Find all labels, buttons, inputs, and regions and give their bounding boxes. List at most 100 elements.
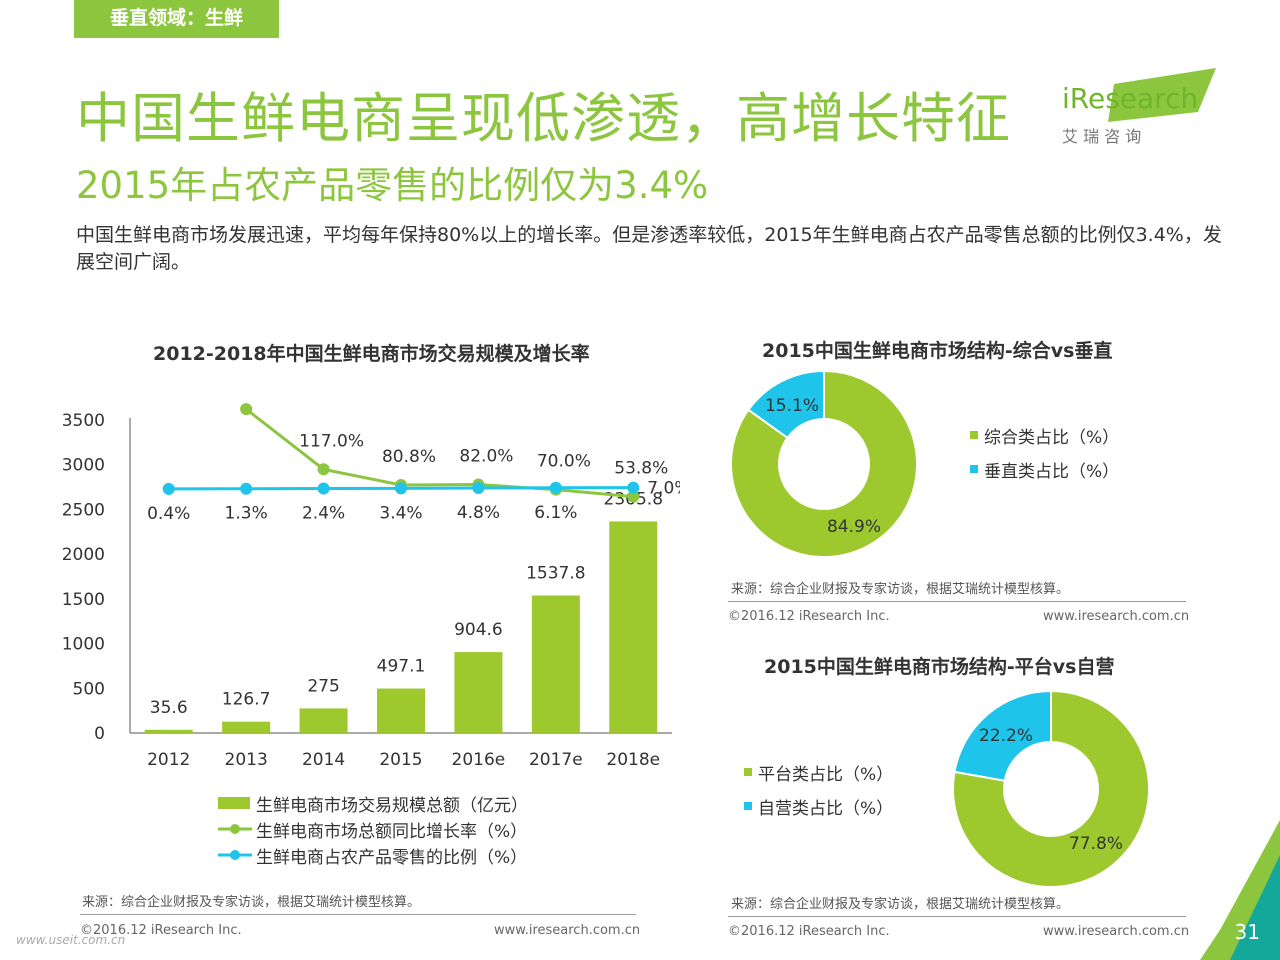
bar-chart-legend: 生鲜电商市场交易规模总额（亿元） 生鲜电商市场总额同比增长率（%） 生鲜电商占农… [218, 790, 528, 868]
share-label: 0.4% [147, 504, 190, 524]
share-label: 7.0% [647, 479, 680, 499]
right-bottom-url: www.iresearch.com.cn [1043, 924, 1190, 939]
bar-value-label: 1537.8 [526, 563, 585, 583]
legend-label-share: 生鲜电商占农产品零售的比例（%） [256, 847, 528, 868]
right-bottom-source-note: 来源：综合企业财报及专家访谈，根据艾瑞统计模型核算。 [731, 897, 1070, 912]
donut-slice-label: 15.1% [765, 396, 819, 416]
y-tick-label: 2000 [62, 545, 105, 565]
bar [377, 688, 425, 733]
share-point [395, 482, 407, 495]
iresearch-logo: iResearch 艾 瑞 咨 询 [1062, 68, 1216, 146]
growth-rate-label: 82.0% [459, 446, 513, 466]
intro-paragraph: 中国生鲜电商市场发展迅速，平均每年保持80%以上的增长率。但是渗透率较低，201… [76, 224, 1222, 273]
bar [299, 708, 348, 733]
donut-slice [952, 689, 1150, 888]
page-subtitle: 2015年占农产品零售的比例仅为3.4% [76, 164, 709, 207]
share-label: 1.3% [225, 504, 268, 524]
bar [609, 521, 658, 733]
x-tick-label: 2014 [302, 750, 345, 770]
growth-rate-point [240, 403, 253, 416]
donut-chart-platform-vs-self: 77.8% 22.2% [952, 689, 1150, 888]
donut-slice-label: 77.8% [1069, 834, 1123, 854]
swatch-green [970, 431, 978, 439]
donut2-legend-self: 自营类占比（%） [744, 793, 893, 819]
donut2-title: 2015中国生鲜电商市场结构-平台vs自营 [764, 656, 1115, 678]
page-title: 中国生鲜电商呈现低渗透，高增长特征 [76, 87, 1011, 150]
section-tag: 垂直领域：生鲜 [74, 0, 279, 38]
x-tick-label: 2012 [147, 750, 190, 770]
bar-value-label: 275 [307, 676, 339, 696]
bar [454, 652, 503, 733]
x-tick-label: 2018e [606, 750, 660, 770]
left-footer-copyright: ©2016.12 iResearch Inc. [80, 923, 242, 938]
bar [531, 595, 580, 733]
legend-item-share: 生鲜电商占农产品零售的比例（%） [218, 842, 528, 868]
donut-slice [747, 369, 825, 440]
y-tick-label: 500 [73, 679, 105, 699]
bar-value-label: 497.1 [377, 657, 426, 677]
donut-chart-integrated-vs-vertical: 84.9% 15.1% [730, 369, 918, 558]
donut1-legend: 综合类占比（%） 垂直类占比（%） [970, 422, 1119, 482]
right-top-url: www.iresearch.com.cn [1043, 609, 1190, 624]
right-bottom-copyright: ©2016.12 iResearch Inc. [728, 924, 890, 939]
growth-rate-line [245, 407, 634, 499]
donut1-title: 2015中国生鲜电商市场结构-综合vs垂直 [762, 340, 1113, 362]
growth-rate-label: 70.0% [537, 452, 591, 472]
share-label: 6.1% [534, 503, 577, 523]
donut1-legend-label-1: 垂直类占比（%） [984, 461, 1120, 482]
bar-value-label: 904.6 [454, 620, 503, 640]
bar-value-label: 126.7 [222, 690, 271, 710]
x-tick-label: 2017e [529, 750, 583, 770]
y-tick-label: 1500 [62, 590, 105, 610]
donut1-legend-vertical: 垂直类占比（%） [970, 456, 1119, 482]
bar-chart-title: 2012-2018年中国生鲜电商市场交易规模及增长率 [153, 343, 590, 365]
legend-line-swatch-green [218, 824, 252, 834]
share-point [627, 481, 640, 494]
page-number: 31 [1234, 920, 1260, 944]
donut2-legend-label-1: 自营类占比（%） [758, 798, 894, 819]
legend-item-volume: 生鲜电商市场交易规模总额（亿元） [218, 790, 528, 816]
donut-slice-label: 84.9% [827, 517, 881, 537]
share-label: 2.4% [302, 504, 345, 524]
growth-rate-point [627, 490, 640, 503]
donut2-legend-platform: 平台类占比（%） [744, 759, 893, 785]
left-source-note: 来源：综合企业财报及专家访谈，根据艾瑞统计模型核算。 [82, 895, 421, 910]
legend-item-growth: 生鲜电商市场总额同比增长率（%） [218, 816, 528, 842]
y-tick-label: 3500 [62, 411, 105, 431]
x-tick-label: 2016e [452, 750, 506, 770]
corner-decoration [1200, 820, 1280, 960]
y-tick-label: 1000 [62, 635, 105, 655]
right-top-rule [728, 601, 1186, 602]
growth-rate-label: 53.8% [614, 459, 668, 479]
right-top-source-note: 来源：综合企业财报及专家访谈，根据艾瑞统计模型核算。 [731, 582, 1070, 597]
right-bottom-rule [728, 916, 1186, 917]
growth-rate-label: 80.8% [382, 447, 436, 467]
donut-slice [730, 369, 918, 558]
logo-cn: 艾 瑞 咨 询 [1062, 127, 1141, 146]
bar [144, 729, 193, 733]
bar-line-chart: 0 500 1000 1500 2000 2500 3000 3500 2012 35.6 2013… [62, 403, 680, 770]
growth-rate-label: 117.0% [299, 431, 364, 451]
x-tick-label: 2015 [379, 750, 422, 770]
share-point [240, 482, 253, 495]
share-point [162, 482, 175, 495]
swatch-cyan [970, 465, 978, 473]
donut2-legend-label-0: 平台类占比（%） [758, 764, 894, 785]
x-tick-label: 2013 [225, 750, 268, 770]
watermark: www.useit.com.cn [16, 933, 126, 947]
logo-brand: iResearch [1062, 82, 1198, 115]
y-tick-label: 3000 [62, 456, 105, 476]
legend-line-swatch-cyan [218, 850, 252, 860]
swatch-cyan [744, 802, 752, 810]
legend-label-volume: 生鲜电商市场交易规模总额（亿元） [256, 795, 528, 816]
legend-bar-swatch [218, 797, 250, 809]
donut1-legend-label-0: 综合类占比（%） [984, 427, 1120, 448]
donut1-legend-integrated: 综合类占比（%） [970, 422, 1119, 448]
share-point [549, 481, 562, 494]
donut-slice [953, 689, 1052, 782]
legend-label-growth: 生鲜电商市场总额同比增长率（%） [256, 821, 528, 842]
bar [222, 721, 271, 733]
right-top-copyright: ©2016.12 iResearch Inc. [728, 609, 890, 624]
share-label: 3.4% [379, 503, 422, 523]
left-footer-url: www.iresearch.com.cn [494, 923, 641, 938]
